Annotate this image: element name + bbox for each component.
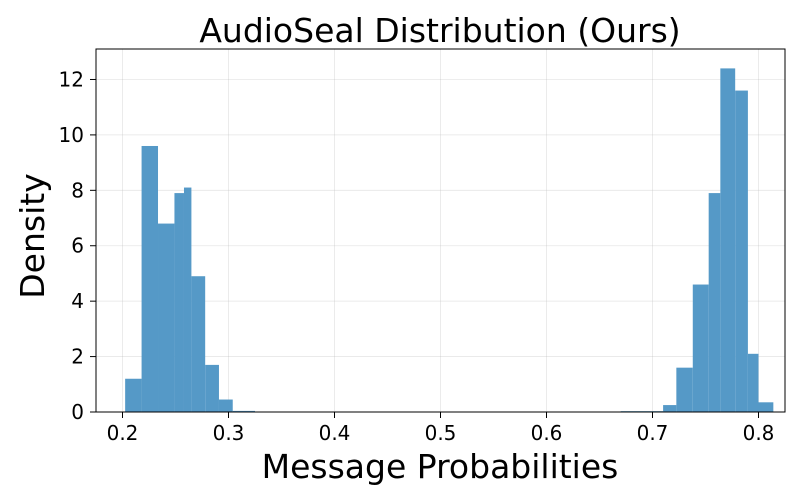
histogram-bar: [191, 276, 206, 412]
histogram-bar: [708, 193, 721, 412]
histogram-bar: [735, 90, 748, 413]
y-tick-label: 2: [71, 345, 84, 369]
histogram-bar: [232, 410, 255, 412]
x-tick-label: 0.7: [637, 421, 669, 445]
x-tick-label: 0.5: [425, 421, 457, 445]
histogram-bar: [692, 284, 709, 412]
y-tick-label: 6: [71, 234, 84, 258]
x-tick-label: 0.6: [531, 421, 563, 445]
y-tick-label: 10: [59, 123, 84, 147]
histogram-bar: [747, 353, 759, 412]
histogram-bar: [720, 68, 736, 413]
histogram-bar: [183, 187, 192, 412]
histogram-bar: [174, 193, 184, 412]
y-tick-label: 12: [59, 67, 84, 91]
y-tick-label: 0: [71, 400, 84, 424]
y-tick-label: 8: [71, 178, 84, 202]
histogram-bars: [125, 68, 774, 413]
x-axis-ticks: 0.2 0.3 0.4 0.5 0.6 0.7 0.8: [107, 412, 775, 445]
chart-title: AudioSeal Distribution (Ours): [199, 11, 680, 50]
histogram-bar: [205, 364, 219, 412]
histogram-bar: [125, 378, 142, 412]
x-tick-label: 0.4: [319, 421, 351, 445]
x-tick-label: 0.3: [213, 421, 245, 445]
y-axis-ticks: 0 2 4 6 8 10 12: [59, 67, 96, 424]
histogram-bar: [663, 405, 677, 412]
histogram-bar: [158, 223, 175, 412]
histogram-bar: [676, 367, 693, 412]
grid-lines: [96, 49, 785, 413]
x-tick-label: 0.8: [743, 421, 775, 445]
histogram-bar: [218, 399, 233, 412]
y-axis-label: Density: [13, 173, 52, 298]
histogram-bar: [141, 145, 159, 412]
histogram-bar: [758, 402, 774, 412]
y-tick-label: 4: [71, 289, 84, 313]
x-axis-label: Message Probabilities: [262, 447, 619, 486]
x-tick-label: 0.2: [107, 421, 139, 445]
